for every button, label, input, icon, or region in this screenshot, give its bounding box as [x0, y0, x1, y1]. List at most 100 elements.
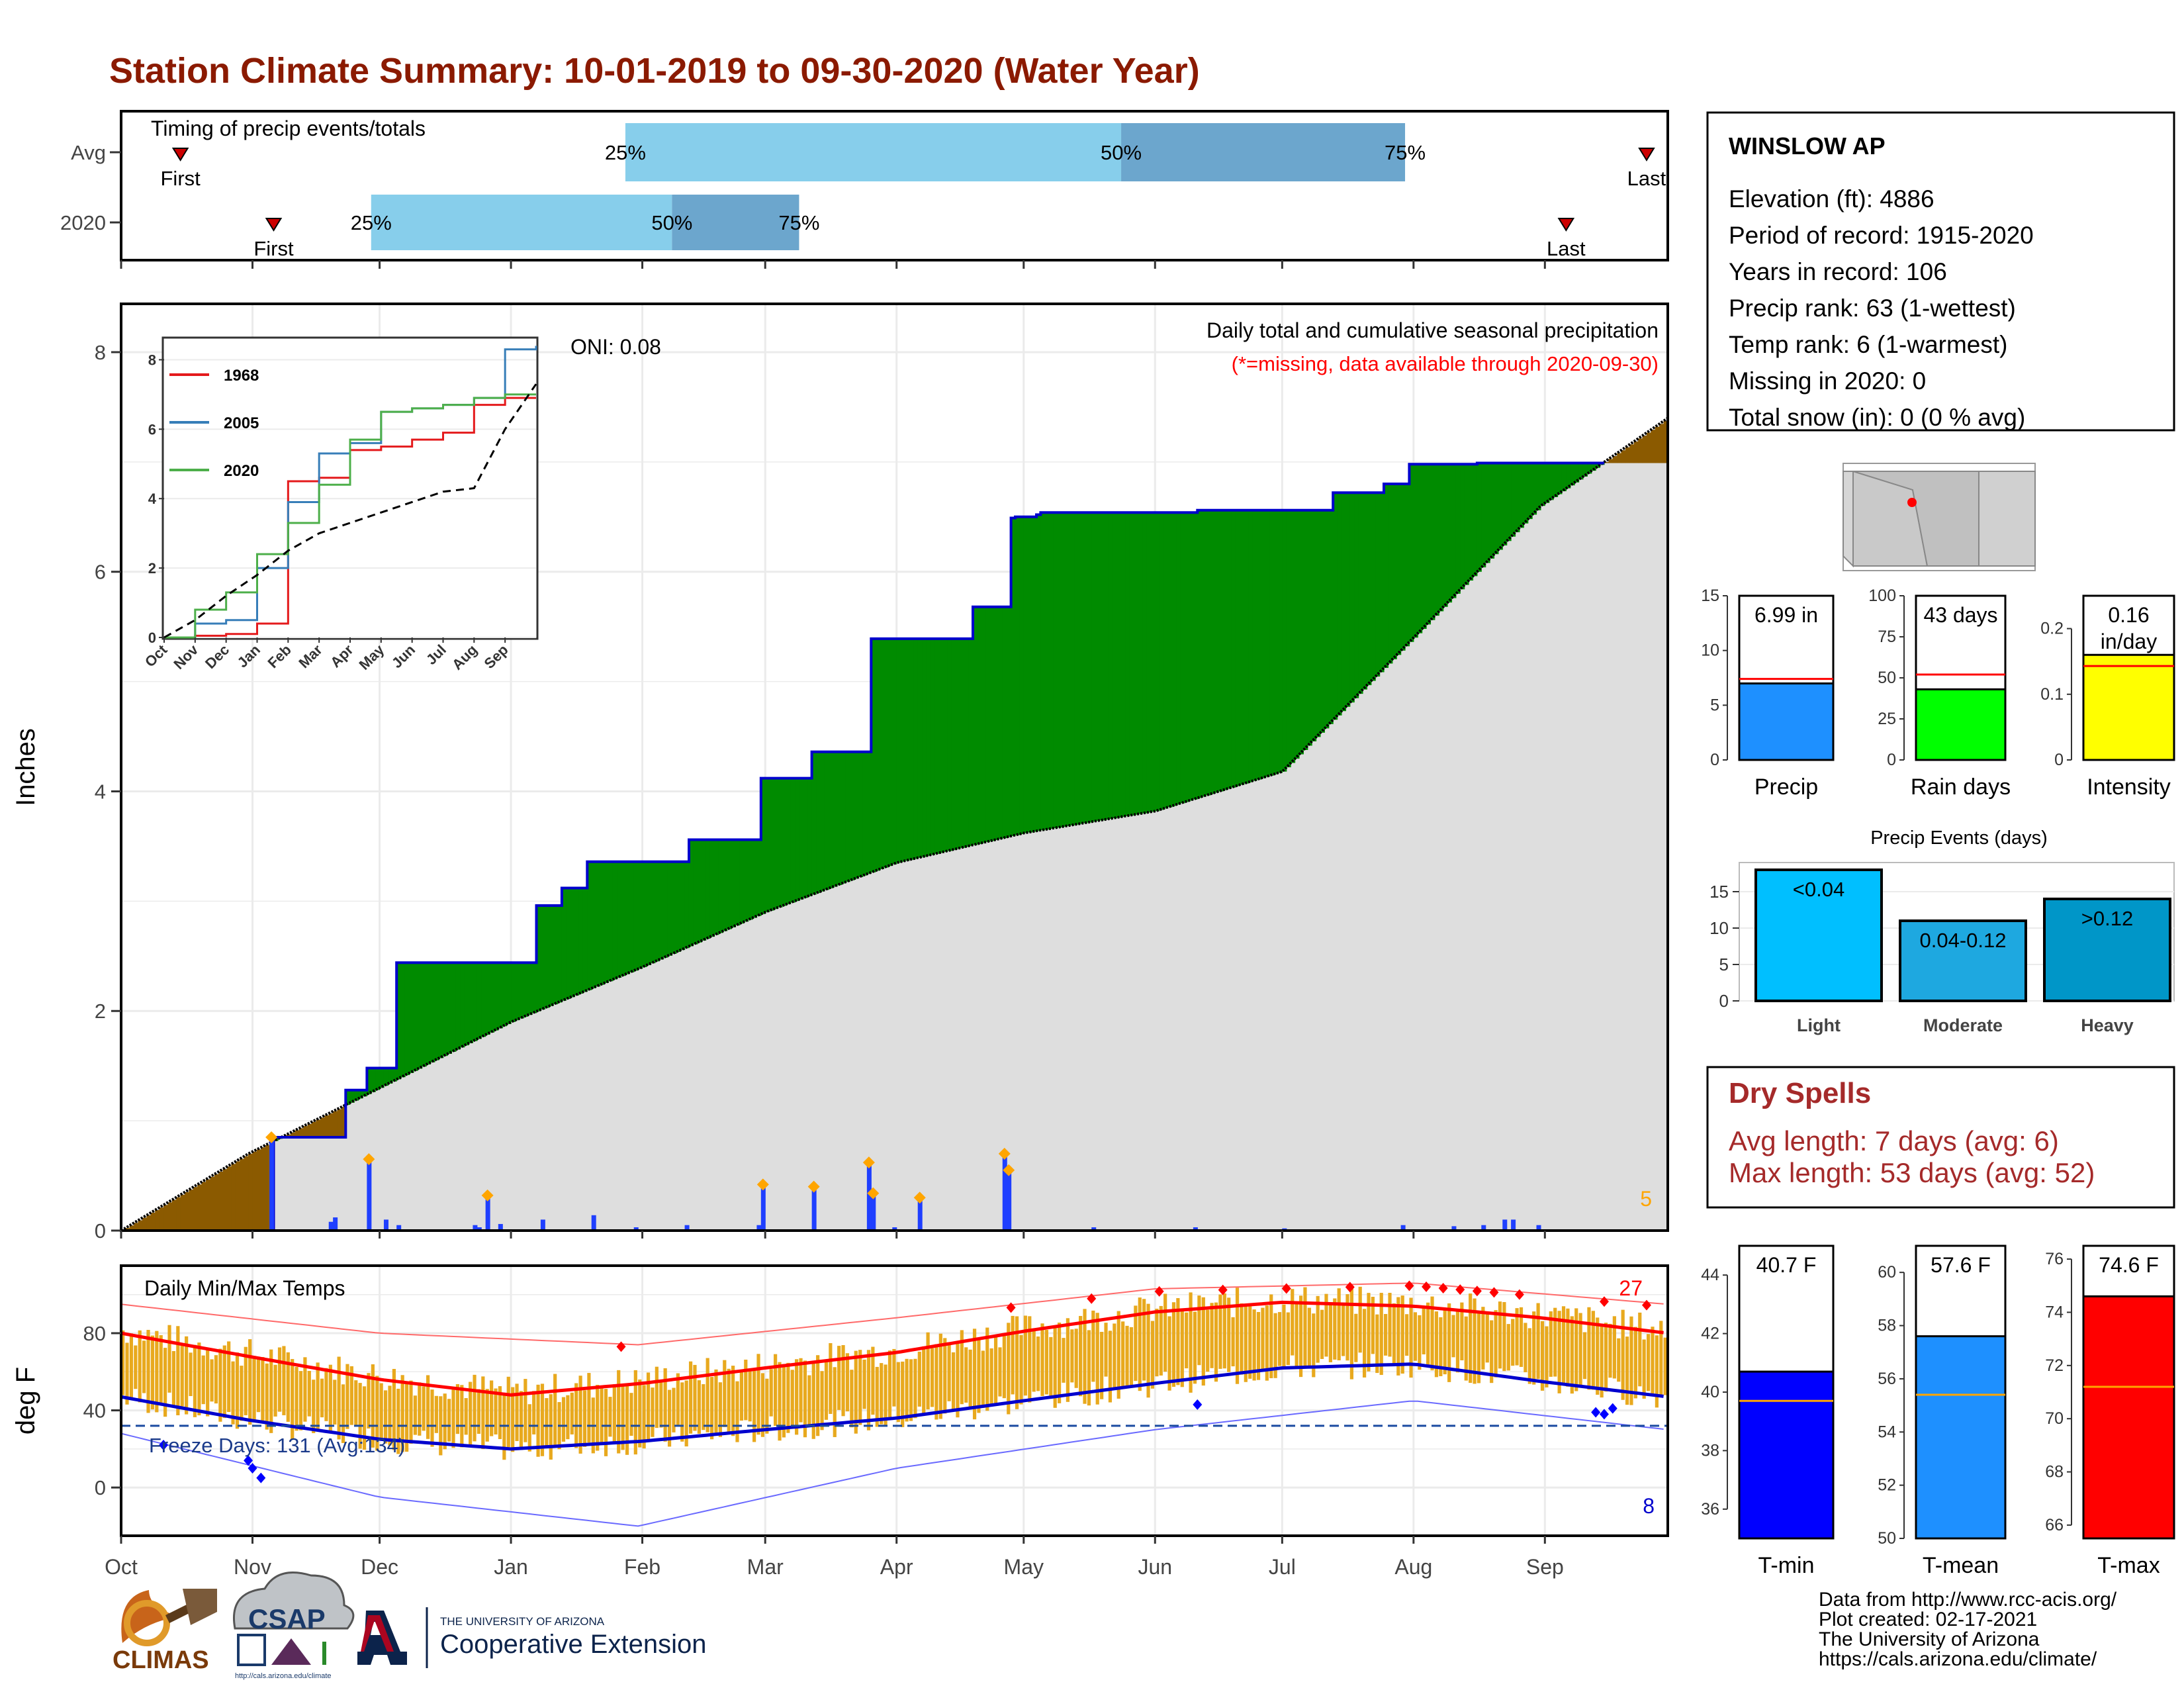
- daily-temp-bar: [197, 1342, 201, 1416]
- precip-surplus-slice: [1015, 516, 1020, 835]
- daily-temp-bar: [1303, 1287, 1307, 1367]
- daily-temp-bar: [917, 1351, 921, 1407]
- daily-temp-bar: [273, 1364, 277, 1417]
- daily-temp-bar: [765, 1378, 769, 1434]
- daily-temp-bar: [345, 1364, 349, 1429]
- daily-temp-bar: [972, 1329, 977, 1420]
- tmin-ytick-label: 44: [1701, 1266, 1719, 1284]
- precip-surplus-slice: [748, 839, 753, 920]
- intensity-axis-title: Intensity: [2087, 774, 2171, 800]
- daily-temp-bar: [1298, 1295, 1303, 1378]
- daily-temp-bar: [549, 1394, 553, 1460]
- daily-temp-bar: [837, 1346, 841, 1410]
- precip-surplus-slice: [1040, 512, 1046, 831]
- precip-surplus-slice: [1269, 510, 1275, 776]
- daily-temp-bar: [680, 1382, 684, 1442]
- daily-temp-bar: [1265, 1305, 1269, 1381]
- precip-surplus-slice: [744, 839, 749, 922]
- daily-temp-bar: [261, 1356, 265, 1424]
- daily-temp-bar: [977, 1338, 981, 1413]
- precip-surplus-slice: [964, 638, 970, 847]
- daily-temp-bar: [1218, 1294, 1222, 1369]
- daily-precip-bar: [383, 1219, 388, 1231]
- timing-label: Timing of precip events/totals: [151, 117, 426, 140]
- station-info-box: WINSLOW AP Elevation (ft): 4886 Period of…: [1706, 111, 2175, 432]
- daily-temp-bar: [617, 1370, 621, 1454]
- precip-surplus-slice: [760, 778, 766, 914]
- precip-surplus-slice: [943, 638, 948, 852]
- precip-deficit-slice: [1659, 424, 1664, 463]
- precip-surplus-slice: [1320, 510, 1325, 733]
- precip-surplus-slice: [1256, 510, 1261, 780]
- daily-precip-bar: [1502, 1219, 1508, 1231]
- daily-temp-bar: [922, 1346, 926, 1415]
- daily-temp-bar: [1494, 1310, 1498, 1378]
- precip-surplus-slice: [892, 638, 897, 865]
- daily-temp-bar: [1032, 1330, 1036, 1392]
- precip-surplus-slice: [938, 638, 944, 853]
- precip-deficit-slice: [328, 1113, 334, 1138]
- daily-temp-bar: [600, 1387, 604, 1444]
- observed-cumulative-line: [121, 461, 1604, 1232]
- inset-ytick-label: 0: [148, 630, 156, 646]
- daily-temp-bar: [1100, 1331, 1104, 1399]
- daily-temp-bar: [714, 1369, 718, 1433]
- tmax-bar: [2082, 1295, 2175, 1540]
- daily-temp-bar: [231, 1361, 235, 1425]
- daily-temp-bar: [515, 1383, 519, 1441]
- record-high-marker: [1514, 1289, 1524, 1300]
- precip-surplus-slice: [731, 839, 736, 927]
- normal-cumulative-area: [121, 418, 1668, 1231]
- station-info-line: Period of record: 1915-2020: [1729, 222, 2034, 249]
- daily-temp-bar: [1176, 1298, 1180, 1385]
- daily-temp-bar: [418, 1382, 422, 1436]
- record-low-line: [120, 1400, 1664, 1527]
- timing-event-label: First: [253, 237, 294, 260]
- daily-temp-bar: [1434, 1311, 1439, 1378]
- daily-temp-bar: [608, 1397, 612, 1437]
- rain-days-bar: [1915, 688, 2007, 761]
- daily-temp-bar: [697, 1380, 701, 1434]
- precip-surplus-slice: [1244, 510, 1249, 784]
- precip-surplus-slice: [1392, 484, 1397, 659]
- daily-precip-bar: [1451, 1226, 1457, 1231]
- precip-deficit-slice: [324, 1115, 330, 1138]
- daily-precip-bar: [760, 1184, 766, 1231]
- precip-deficit-slice: [248, 1153, 253, 1231]
- daily-temp-bar: [1171, 1302, 1176, 1387]
- daily-temp-bar: [477, 1389, 481, 1434]
- events-title: Precip Events (days): [1870, 827, 2048, 849]
- daily-temp-bar: [705, 1358, 709, 1432]
- precip-deficit-slice: [1612, 456, 1617, 463]
- precip-surplus-slice: [1439, 464, 1444, 612]
- precip-surplus-slice: [790, 778, 796, 903]
- tmin-ytick-label: 42: [1701, 1325, 1719, 1343]
- daily-temp-bar: [1561, 1306, 1566, 1384]
- daily-temp-bar: [769, 1369, 773, 1417]
- daily-temp-bar: [379, 1383, 383, 1440]
- precip-surplus-slice: [540, 906, 545, 1010]
- daily-temp-bar: [1633, 1327, 1637, 1399]
- daily-temp-bar: [1070, 1329, 1074, 1383]
- daily-temp-bar: [667, 1389, 672, 1447]
- daily-temp-bar: [845, 1353, 850, 1412]
- precip-deficit-slice: [1621, 450, 1626, 463]
- daily-temp-bar: [1481, 1307, 1485, 1370]
- record-high-marker: [1438, 1282, 1448, 1293]
- daily-temp-bar: [540, 1383, 545, 1456]
- daily-temp-bar: [1235, 1288, 1240, 1384]
- precip-deficit-slice: [206, 1179, 211, 1231]
- precip-surplus-slice: [1524, 463, 1529, 524]
- precip-deficit-slice: [291, 1132, 296, 1138]
- precip-surplus-slice: [1578, 463, 1584, 480]
- precip-surplus-slice: [1469, 464, 1474, 581]
- daily-temp-bar: [748, 1368, 752, 1422]
- daily-temp-bar: [1129, 1327, 1134, 1385]
- precip-surplus-slice: [960, 638, 965, 848]
- daily-temp-bar: [1328, 1305, 1332, 1362]
- precip-total-bar: [1738, 682, 1835, 761]
- daily-temp-bar: [494, 1388, 498, 1434]
- daily-temp-bar: [1447, 1303, 1451, 1382]
- heavy-precip-marker: [756, 1178, 769, 1191]
- timing-p25-label: 25%: [605, 141, 646, 164]
